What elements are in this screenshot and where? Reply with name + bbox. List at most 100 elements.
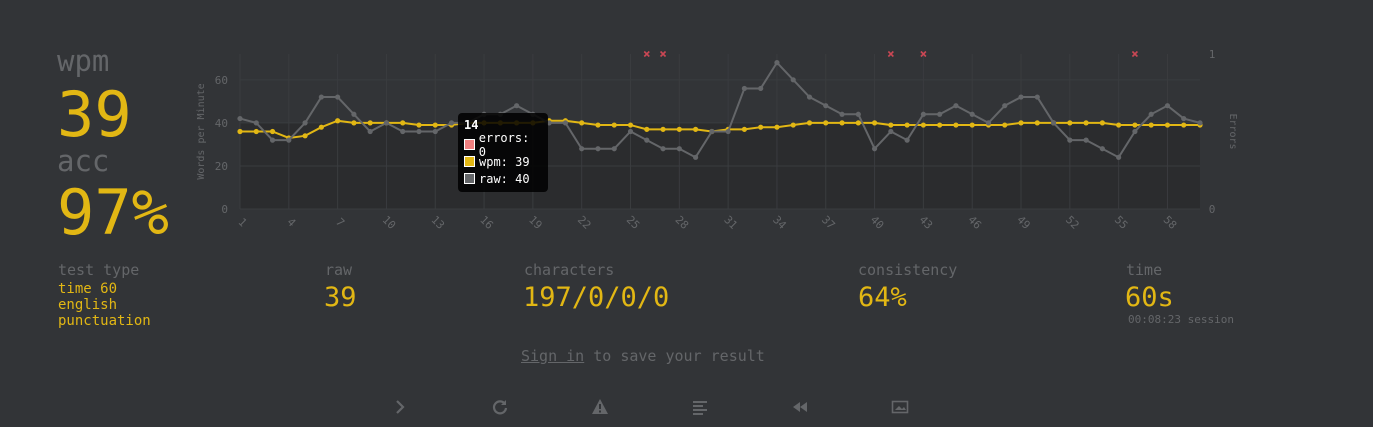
restart-icon[interactable]	[490, 398, 510, 418]
wpm-point	[904, 122, 910, 128]
tooltip-wpm: wpm: 39	[479, 154, 530, 169]
wpm-point	[871, 120, 878, 126]
wpm-point	[335, 118, 341, 124]
tooltip-errors: errors: 0	[478, 130, 530, 159]
x-tick-label: 34	[770, 213, 789, 232]
wpm-point	[1034, 120, 1040, 126]
test-type-language[interactable]: english	[58, 297, 118, 313]
wpm-point	[741, 126, 748, 132]
raw-point	[562, 120, 569, 126]
raw-point	[774, 60, 780, 66]
y-axis-label: Words per Minute	[196, 83, 207, 179]
raw-point	[335, 94, 341, 100]
x-tick-label: 43	[917, 213, 936, 232]
y-tick-label: 60	[215, 74, 228, 87]
consistency-value: 64%	[858, 282, 907, 313]
wpm-point	[627, 122, 634, 128]
x-tick-label: 49	[1014, 213, 1033, 232]
report-icon[interactable]	[590, 398, 610, 418]
wpm-point	[269, 128, 276, 135]
raw-point	[432, 128, 438, 135]
raw-point	[383, 120, 390, 126]
raw-point	[579, 146, 585, 152]
wpm-point	[579, 120, 585, 126]
session-time: 00:08:23 session	[1128, 313, 1234, 326]
error-marker	[887, 50, 894, 58]
raw-point	[269, 137, 276, 143]
wpm-point	[1067, 120, 1073, 126]
time-value: 60s	[1125, 282, 1174, 313]
x-tick-label: 31	[721, 213, 740, 232]
raw-point	[741, 85, 748, 92]
raw-point	[351, 111, 357, 117]
tooltip-wpm-row: wpm: 39	[464, 153, 542, 170]
raw-point	[400, 128, 406, 135]
raw-swatch	[464, 173, 475, 184]
raw-point	[823, 103, 829, 109]
error-marker	[920, 50, 927, 58]
wpm-point	[644, 126, 650, 132]
wpm-point	[1099, 120, 1105, 126]
replay-icon[interactable]	[790, 398, 810, 418]
raw-point	[660, 146, 666, 152]
raw-point	[1083, 137, 1089, 143]
x-tick-label: 19	[526, 213, 545, 232]
wpm-point	[806, 120, 813, 126]
characters-value: 197/0/0/0	[523, 282, 670, 313]
x-tick-label: 1	[236, 216, 250, 230]
wpm-point	[692, 126, 699, 132]
raw-point	[514, 103, 520, 109]
raw-point	[644, 137, 650, 143]
wpm-value: 39	[57, 78, 132, 151]
x-tick-label: 4	[284, 216, 298, 230]
acc-label: acc	[57, 144, 110, 178]
tooltip-raw-row: raw: 40	[464, 170, 542, 187]
test-type-mode[interactable]: time 60	[58, 281, 118, 297]
raw-point	[253, 120, 259, 126]
wpm-point	[1148, 122, 1154, 128]
wpm-point	[1116, 122, 1122, 128]
errors-swatch	[464, 139, 475, 150]
wpm-point	[416, 122, 422, 128]
wpm-point	[937, 122, 943, 128]
raw-point	[888, 128, 894, 135]
raw-point	[790, 77, 796, 83]
screenshot-icon[interactable]	[890, 398, 910, 418]
raw-point	[1116, 154, 1122, 160]
y2-tick-label: 1	[1209, 48, 1216, 61]
wpm-point	[253, 128, 259, 135]
word-history-icon[interactable]	[690, 398, 710, 418]
x-tick-label: 28	[673, 213, 692, 232]
wpm-point	[920, 122, 926, 128]
raw-point	[725, 128, 731, 135]
x-tick-label: 25	[624, 213, 643, 232]
x-tick-label: 46	[965, 213, 984, 232]
acc-value: 97%	[57, 176, 169, 249]
wpm-point	[237, 128, 243, 135]
raw-point	[758, 85, 764, 92]
x-tick-label: 37	[819, 213, 838, 232]
raw-series-line	[239, 60, 1201, 159]
wpm-point	[823, 120, 829, 126]
wpm-point	[611, 122, 617, 128]
raw-point	[1132, 128, 1138, 135]
signin-prompt: Sign in to save your result	[521, 347, 765, 365]
raw-point	[1099, 146, 1105, 152]
wpm-series-line	[240, 119, 1200, 139]
tooltip-raw: raw: 40	[479, 171, 530, 186]
wpm-point	[1083, 120, 1089, 126]
raw-point	[985, 120, 992, 126]
y-tick-label: 20	[215, 160, 228, 173]
test-type-values: time 60 english punctuation	[58, 281, 151, 329]
raw-point	[839, 111, 845, 117]
wpm-point	[595, 122, 601, 128]
raw-point	[611, 146, 617, 152]
y-tick-label: 40	[215, 117, 228, 130]
raw-point	[595, 146, 601, 152]
wpm-label: wpm	[57, 44, 110, 78]
wpm-point	[318, 124, 324, 130]
next-test-icon[interactable]	[390, 398, 410, 418]
signin-link[interactable]: Sign in	[521, 347, 585, 365]
raw-point	[904, 137, 910, 143]
error-marker	[643, 50, 650, 58]
